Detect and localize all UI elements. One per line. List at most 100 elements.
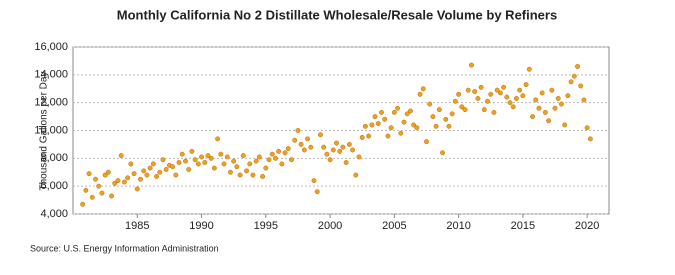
data-point [244, 168, 249, 174]
x-tick-label: 1985 [125, 220, 149, 232]
data-point [350, 147, 356, 153]
data-point [298, 141, 304, 147]
x-tick-label: 2005 [382, 220, 406, 232]
data-point [401, 119, 407, 125]
data-point [231, 158, 237, 164]
y-tick-label: 12,000 [34, 97, 68, 109]
data-point [131, 171, 137, 177]
data-point [478, 84, 484, 90]
data-point [494, 87, 500, 93]
data-point [150, 161, 156, 167]
data-point [504, 94, 510, 100]
data-point [523, 82, 529, 88]
data-point [414, 125, 420, 131]
data-point [440, 150, 445, 156]
data-point [221, 161, 227, 167]
data-point [115, 178, 121, 184]
data-point [276, 148, 282, 154]
data-point [102, 172, 108, 178]
data-point [507, 100, 513, 106]
data-point [317, 132, 323, 138]
data-point [356, 154, 362, 160]
data-point [404, 111, 410, 117]
data-point [160, 157, 166, 163]
data-point [128, 161, 134, 167]
data-point [581, 97, 587, 103]
data-point [488, 91, 494, 97]
data-point [154, 173, 159, 179]
x-tick-label: 1990 [189, 220, 213, 232]
data-point [89, 194, 95, 200]
data-point [311, 178, 317, 184]
data-point [497, 90, 503, 96]
data-point [568, 79, 574, 85]
data-point [485, 98, 490, 104]
data-point [183, 158, 188, 164]
data-point [575, 64, 580, 69]
y-tick-label: 14,000 [34, 69, 68, 81]
data-point [330, 147, 336, 153]
data-point [179, 151, 185, 157]
data-point [279, 161, 285, 167]
data-point [138, 176, 143, 182]
data-point [411, 122, 417, 128]
data-point [314, 189, 320, 195]
data-point [427, 101, 433, 107]
data-point [308, 144, 314, 150]
data-point [215, 136, 221, 142]
y-tick-label: 6,000 [40, 180, 68, 192]
data-point [192, 157, 198, 163]
data-point [530, 114, 535, 120]
data-point [295, 128, 301, 133]
data-point [176, 160, 182, 165]
y-tick-label: 8,000 [40, 152, 68, 164]
x-tick-label: 2000 [318, 220, 342, 232]
data-point [253, 158, 259, 164]
data-point [465, 87, 471, 93]
data-point [449, 111, 455, 117]
data-point [80, 201, 86, 207]
data-point [584, 125, 590, 131]
data-point [211, 165, 217, 171]
data-point [272, 155, 278, 161]
x-tick-label: 2015 [511, 220, 535, 232]
data-point [481, 107, 487, 113]
data-point [121, 179, 127, 185]
data-point [224, 154, 230, 160]
data-point [285, 146, 291, 152]
data-point [93, 176, 98, 182]
data-point [256, 154, 262, 160]
data-point [436, 107, 442, 113]
data-point [118, 153, 124, 159]
data-point [578, 83, 584, 89]
data-point [250, 172, 256, 178]
data-point [337, 148, 343, 154]
y-tick-label: 10,000 [34, 124, 68, 136]
data-point [443, 116, 449, 122]
data-point [388, 125, 394, 131]
data-point [362, 123, 368, 129]
data-point [417, 91, 423, 97]
data-point [327, 157, 333, 163]
data-point [407, 108, 413, 114]
source-note: Source: U.S. Energy Information Administ… [30, 243, 219, 253]
data-point [218, 151, 224, 157]
data-point [539, 90, 545, 96]
data-point [189, 148, 195, 154]
data-point [186, 167, 192, 172]
data-point [501, 84, 507, 90]
data-point [170, 164, 176, 170]
data-point [282, 150, 288, 156]
data-point [173, 172, 179, 178]
data-point [109, 193, 115, 199]
data-point [526, 66, 532, 72]
data-point [385, 133, 391, 139]
data-point [398, 130, 404, 136]
data-point [366, 133, 372, 139]
data-point [199, 154, 204, 160]
data-point [562, 122, 568, 128]
data-point [533, 97, 539, 103]
data-point [510, 104, 516, 110]
